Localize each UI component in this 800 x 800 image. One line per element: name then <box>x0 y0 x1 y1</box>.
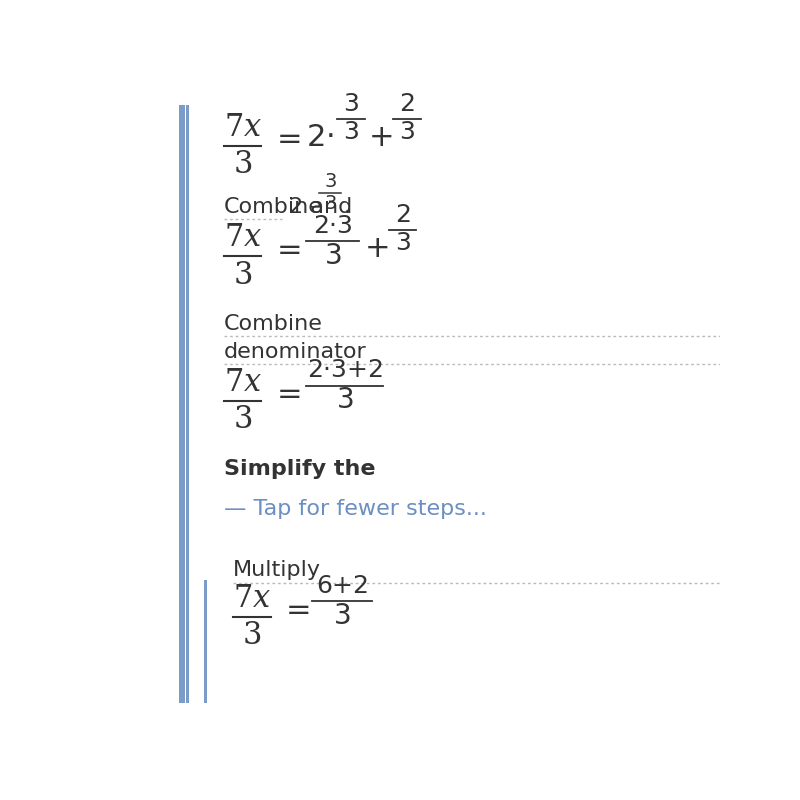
Text: $=$: $=$ <box>271 378 301 409</box>
Text: $=$: $=$ <box>280 593 310 624</box>
Text: $7x$: $7x$ <box>223 367 262 398</box>
Text: $2{\cdot}$: $2{\cdot}$ <box>306 122 334 153</box>
Text: $3$: $3$ <box>323 195 337 213</box>
Text: $3$: $3$ <box>233 404 252 435</box>
Text: $2{\cdot}3{+}2$: $2{\cdot}3{+}2$ <box>306 359 383 382</box>
Text: $3$: $3$ <box>233 149 252 180</box>
Text: $2$: $2$ <box>395 204 410 227</box>
Text: Combine: Combine <box>224 197 323 217</box>
Text: $=$: $=$ <box>271 122 301 153</box>
Text: $3$: $3$ <box>394 232 410 255</box>
Text: $+$: $+$ <box>364 233 388 264</box>
Text: Multiply: Multiply <box>234 560 322 580</box>
Text: $+$: $+$ <box>368 122 393 153</box>
Bar <box>179 106 185 702</box>
Text: .: . <box>344 197 350 217</box>
Text: Combine: Combine <box>224 314 323 334</box>
Text: $3$: $3$ <box>323 173 337 191</box>
Text: $3$: $3$ <box>343 122 359 144</box>
Bar <box>186 106 189 702</box>
Text: $7x$: $7x$ <box>223 222 262 254</box>
Text: — Tap for fewer steps...: — Tap for fewer steps... <box>224 498 487 518</box>
Text: 2 and: 2 and <box>282 197 359 217</box>
Text: $3$: $3$ <box>333 603 350 630</box>
Text: $3$: $3$ <box>324 242 342 270</box>
Text: $6{+}2$: $6{+}2$ <box>316 575 368 598</box>
Text: Simplify the: Simplify the <box>224 458 383 478</box>
Text: $7x$: $7x$ <box>233 582 271 614</box>
Text: $3$: $3$ <box>242 620 262 651</box>
Text: the: the <box>794 314 800 334</box>
Bar <box>204 579 207 702</box>
Text: $2{\cdot}3$: $2{\cdot}3$ <box>313 214 352 238</box>
Text: $3$: $3$ <box>233 259 252 290</box>
Text: $3$: $3$ <box>399 122 415 144</box>
Text: denominator: denominator <box>224 342 366 362</box>
Text: $7x$: $7x$ <box>223 111 262 142</box>
Text: $2$: $2$ <box>399 94 414 116</box>
Text: $3$: $3$ <box>343 94 359 116</box>
Text: $3$: $3$ <box>336 387 354 414</box>
Text: $=$: $=$ <box>271 233 301 264</box>
